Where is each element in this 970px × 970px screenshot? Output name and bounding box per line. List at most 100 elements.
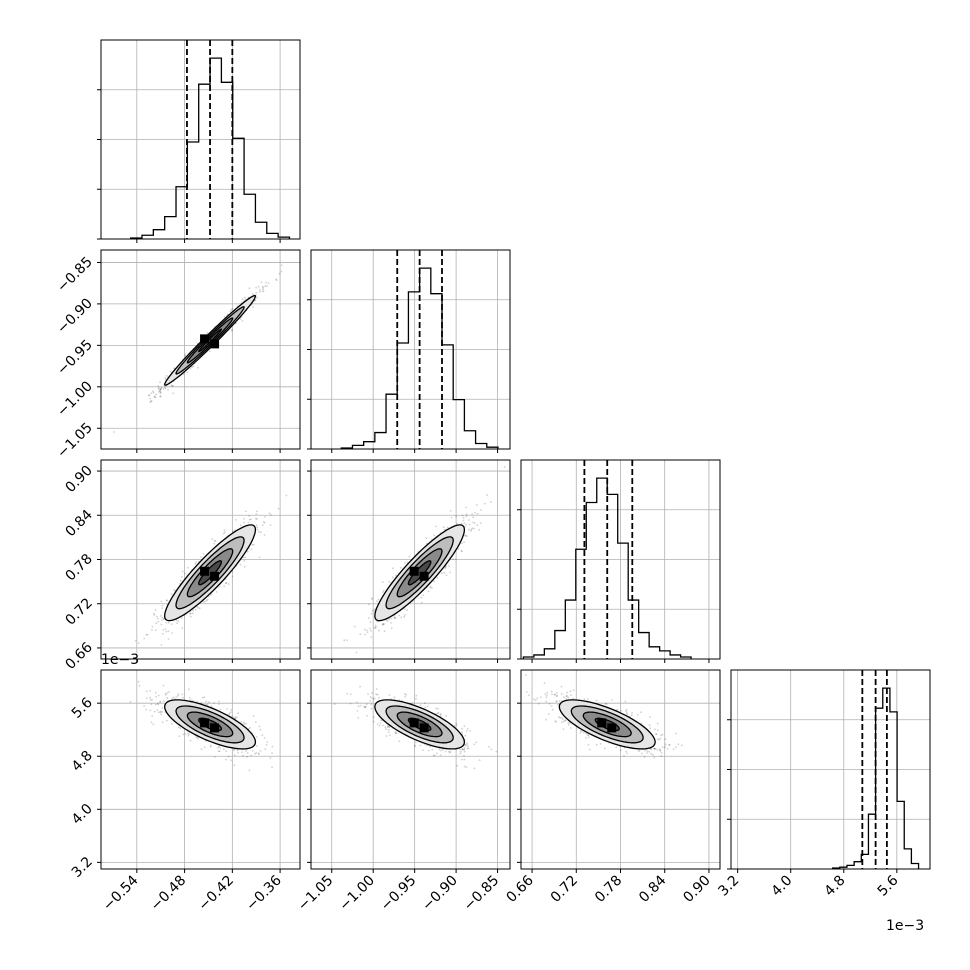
sample-point (490, 501, 492, 504)
sample-point (161, 604, 164, 607)
sample-point (444, 750, 447, 753)
sample-point (371, 609, 374, 612)
sample-point (196, 737, 199, 740)
sample-point (449, 510, 452, 512)
sample-point (638, 749, 641, 752)
sample-point (225, 750, 228, 753)
sample-point (242, 721, 245, 724)
sample-point (202, 600, 205, 603)
sample-point (466, 743, 468, 746)
sample-point (180, 617, 183, 619)
sample-point (656, 738, 659, 741)
sample-point (184, 733, 187, 735)
sample-point (473, 743, 476, 746)
sample-point (434, 525, 437, 528)
sample-point (463, 765, 466, 768)
sample-point (159, 388, 162, 391)
sample-point (374, 624, 377, 627)
sample-point (209, 745, 212, 748)
sample-point (211, 538, 214, 541)
sample-point (349, 702, 352, 705)
sample-point (260, 281, 263, 284)
sample-point (415, 697, 417, 700)
sample-point (439, 713, 442, 716)
sample-point (257, 285, 260, 288)
sample-point (149, 696, 151, 699)
sample-point (415, 694, 418, 697)
sample-point (373, 609, 376, 611)
sample-point (188, 733, 190, 736)
sample-point (264, 285, 267, 288)
sample-point (230, 708, 233, 711)
sample-point (206, 598, 209, 601)
sample-point (164, 387, 167, 390)
sample-point (153, 395, 156, 398)
sample-point (150, 703, 153, 706)
sample-point (394, 732, 397, 735)
sample-point (147, 394, 150, 397)
sample-point (223, 315, 226, 318)
sample-point (153, 612, 155, 615)
sample-point (566, 695, 568, 697)
xtick-label-1-3: −0.90 (419, 873, 461, 915)
sample-point (152, 723, 155, 726)
sample-point (230, 309, 233, 311)
sample-point (363, 705, 365, 708)
sample-point (189, 739, 192, 742)
sample-point (129, 700, 132, 703)
sample-point (403, 615, 406, 618)
sample-point (649, 727, 652, 730)
sample-point (214, 540, 217, 543)
sample-point (367, 617, 370, 619)
sample-point (374, 627, 377, 630)
sample-point (188, 697, 191, 699)
sample-point (377, 598, 380, 601)
sample-point (219, 747, 222, 749)
ytick-label-2-0: 0.66 (62, 639, 95, 672)
xtick-label-0-0: −0.54 (100, 872, 142, 914)
sample-point (236, 716, 238, 719)
sample-point (180, 576, 183, 578)
sample-point (268, 512, 271, 515)
sample-point (260, 531, 262, 534)
sample-point (381, 623, 384, 626)
sample-point (427, 749, 430, 752)
sample-point (461, 542, 463, 545)
sample-point (527, 694, 530, 697)
sample-point (463, 755, 465, 757)
sample-point (468, 523, 471, 526)
sample-point (245, 750, 247, 752)
sample-point (231, 715, 233, 718)
sample-point (160, 644, 163, 646)
sample-point (248, 287, 251, 290)
sample-point (218, 745, 221, 747)
sample-point (181, 570, 184, 573)
sample-point (237, 712, 240, 715)
sample-point (445, 574, 448, 577)
sample-point (459, 748, 461, 751)
sample-point (164, 692, 167, 695)
sample-point (390, 627, 393, 630)
sample-point (366, 714, 368, 717)
sample-point (472, 521, 475, 524)
sample-point (182, 696, 184, 699)
sample-point (197, 366, 199, 369)
density-peak-a (409, 566, 419, 576)
sample-point (269, 757, 272, 759)
sample-point (192, 612, 194, 615)
sample-point (463, 522, 466, 524)
sample-point (262, 290, 265, 292)
sample-point (365, 703, 368, 706)
sample-point (423, 702, 426, 705)
sample-point (450, 516, 453, 519)
sample-point (223, 748, 225, 750)
sample-point (440, 749, 442, 752)
sample-point (398, 740, 401, 743)
sample-point (443, 528, 446, 531)
panel-frame-2-1 (310, 459, 511, 660)
sample-point (460, 522, 463, 525)
sample-point (385, 728, 387, 731)
sample-point (585, 737, 588, 739)
sample-point (462, 516, 465, 519)
sample-point (154, 609, 157, 611)
